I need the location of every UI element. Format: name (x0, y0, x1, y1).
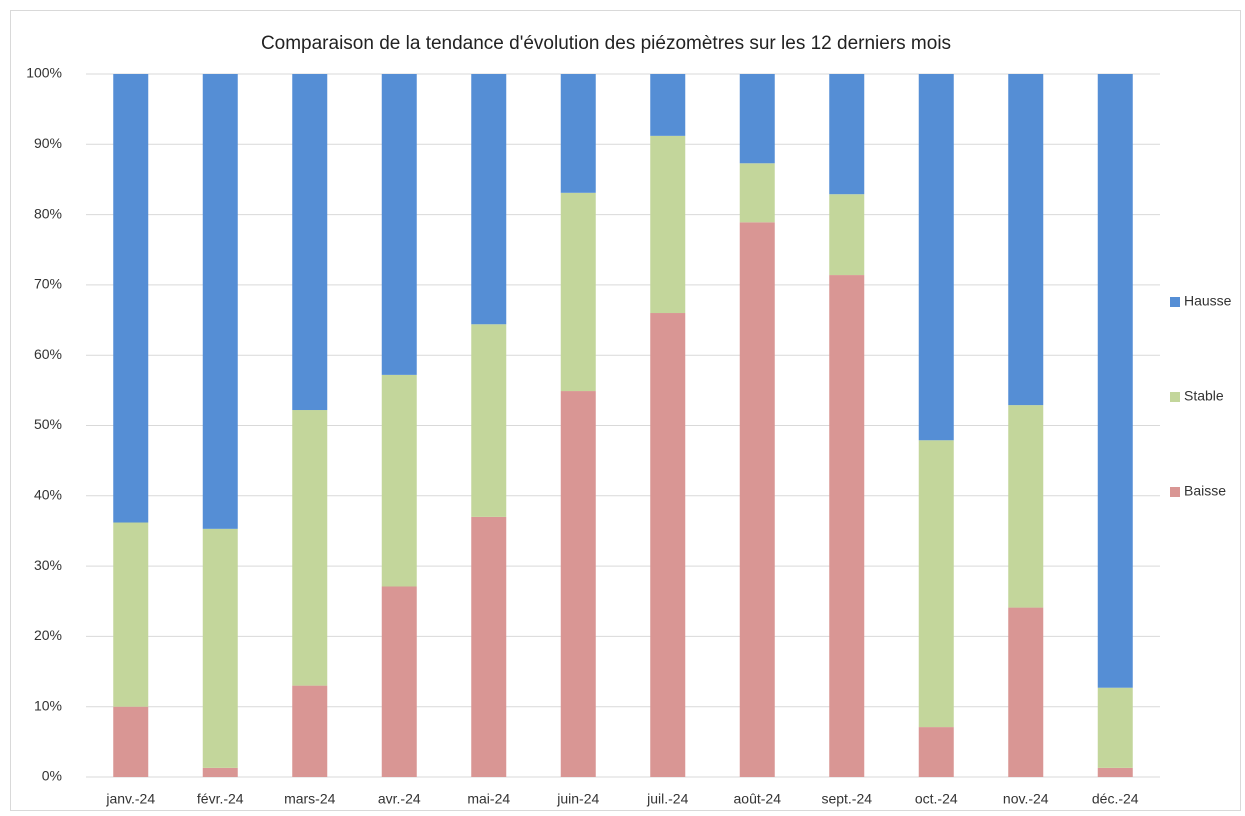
legend-swatch (1170, 392, 1180, 402)
x-tick-label: mai-24 (467, 791, 510, 807)
legend-label: Baisse (1184, 483, 1226, 499)
bar-segment (1008, 74, 1044, 406)
bar-segment (650, 74, 686, 136)
x-tick-label: avr.-24 (378, 791, 421, 807)
y-tick-label: 0% (42, 768, 62, 784)
x-tick-label: déc.-24 (1092, 791, 1139, 807)
x-tick-label: oct.-24 (915, 791, 958, 807)
bar-segment (471, 324, 507, 517)
y-tick-label: 20% (34, 627, 62, 643)
chart-title: Comparaison de la tendance d'évolution d… (261, 33, 951, 54)
bar-segment (829, 275, 865, 777)
bar-segment (113, 522, 149, 707)
bar-segment (1008, 405, 1044, 608)
chart-border (10, 10, 1241, 811)
bar-segment (381, 74, 417, 375)
x-tick-label: sept.-24 (821, 791, 872, 807)
bar-segment (381, 374, 417, 587)
bar-segment (560, 391, 596, 777)
bar-segment (202, 767, 238, 777)
bar-segment (1097, 767, 1133, 777)
x-tick-label: mars-24 (284, 791, 336, 807)
bar-segment (739, 74, 775, 164)
y-tick-label: 50% (34, 416, 62, 432)
bar-segment (1097, 74, 1133, 688)
bar-segment (292, 410, 328, 686)
bar-segment (113, 706, 149, 777)
bar-segment (471, 516, 507, 777)
bar-segment (471, 74, 507, 325)
bar-segment (739, 222, 775, 777)
bar-segment (829, 74, 865, 195)
legend-label: Hausse (1184, 293, 1232, 309)
y-tick-label: 70% (34, 276, 62, 292)
x-tick-label: juin-24 (556, 791, 599, 807)
y-tick-label: 100% (26, 65, 62, 81)
legend-swatch (1170, 297, 1180, 307)
bar-segment (1097, 687, 1133, 768)
bar-segment (560, 192, 596, 392)
y-tick-label: 60% (34, 346, 62, 362)
bar-segment (739, 163, 775, 223)
bar-segment (829, 194, 865, 276)
bar-segment (292, 74, 328, 411)
x-tick-label: nov.-24 (1003, 791, 1049, 807)
bar-segment (381, 586, 417, 777)
legend-swatch (1170, 487, 1180, 497)
bar-segment (113, 74, 149, 523)
x-tick-label: janv.-24 (105, 791, 155, 807)
y-tick-label: 90% (34, 135, 62, 151)
bar-segment (202, 74, 238, 529)
y-tick-label: 80% (34, 205, 62, 221)
y-tick-label: 40% (34, 487, 62, 503)
bar-segment (1008, 607, 1044, 777)
bar-segment (650, 135, 686, 314)
x-tick-label: juil.-24 (646, 791, 688, 807)
bar-segment (202, 528, 238, 768)
y-tick-label: 10% (34, 697, 62, 713)
bar-segment (650, 313, 686, 777)
legend-label: Stable (1184, 388, 1224, 404)
x-tick-label: août-24 (734, 791, 782, 807)
x-tick-label: févr.-24 (197, 791, 244, 807)
bar-segment (560, 74, 596, 193)
bar-segment (918, 727, 954, 777)
bar-segment (918, 440, 954, 728)
bar-segment (918, 74, 954, 441)
y-tick-label: 30% (34, 557, 62, 573)
bar-segment (292, 685, 328, 777)
